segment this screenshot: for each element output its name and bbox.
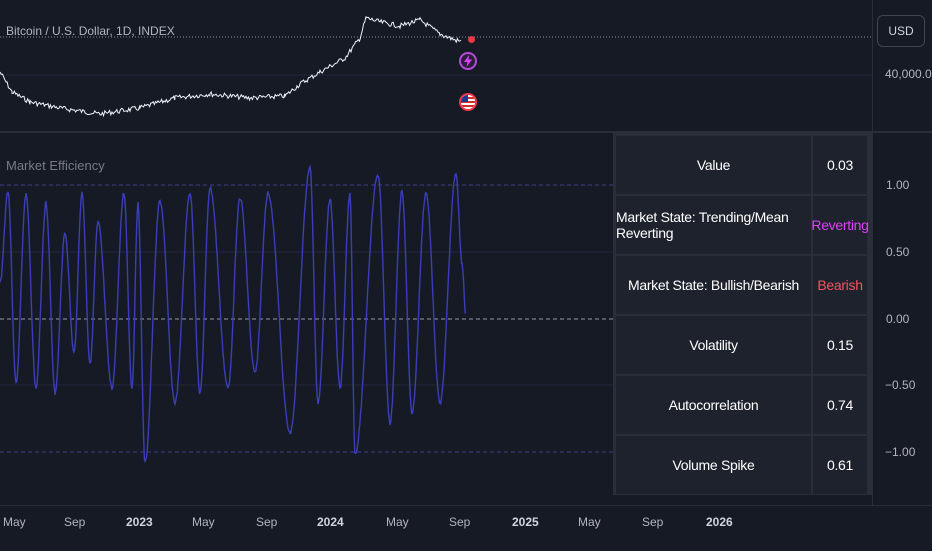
stats-value: 0.61 xyxy=(813,436,867,494)
time-tick: 2023 xyxy=(126,515,153,529)
stats-value: 0.74 xyxy=(813,376,867,434)
stats-label: Volume Spike xyxy=(616,436,811,494)
stats-value: 0.15 xyxy=(813,316,867,374)
stats-label: Value xyxy=(616,136,811,194)
price-series-line xyxy=(0,16,462,118)
time-tick: May xyxy=(192,515,215,529)
lightning-glyph-icon xyxy=(464,55,472,67)
stats-row: Autocorrelation 0.74 xyxy=(615,375,870,435)
currency-button[interactable]: USD xyxy=(877,15,925,47)
time-tick: 2024 xyxy=(317,515,344,529)
event-dot-icon xyxy=(468,36,475,43)
stats-row: Volatility 0.15 xyxy=(615,315,870,375)
stats-row: Value 0.03 xyxy=(615,135,870,195)
stats-label: Market State: Bullish/Bearish xyxy=(616,256,811,314)
stats-row: Market State: Trending/Mean Reverting Rev… xyxy=(615,195,870,255)
axis-tick-neg1: −1.00 xyxy=(885,445,916,459)
price-pane[interactable]: Bitcoin / U.S. Dollar, 1D, INDEX xyxy=(0,0,872,131)
stats-value: Bearish xyxy=(813,256,867,314)
time-tick: May xyxy=(3,515,26,529)
axis-tick-1: 1.00 xyxy=(886,178,910,192)
stats-row: Market State: Bullish/Bearish Bearish xyxy=(615,255,870,315)
time-tick: Sep xyxy=(64,515,86,529)
stats-value: 0.03 xyxy=(813,136,867,194)
time-tick: 2025 xyxy=(512,515,539,529)
axis-tick-050: 0.50 xyxy=(886,245,910,259)
stats-table: Value 0.03 Market State: Trending/Mean Rev… xyxy=(613,133,872,495)
lightning-badge-icon[interactable] xyxy=(459,52,477,70)
time-tick: Sep xyxy=(256,515,278,529)
axis-tick-0: 0.00 xyxy=(886,312,910,326)
axis-tick-neg050: −0.50 xyxy=(885,378,916,392)
pane-separator[interactable] xyxy=(0,131,932,133)
efficiency-series-line xyxy=(0,164,466,464)
time-tick: May xyxy=(578,515,601,529)
stats-label: Autocorrelation xyxy=(616,376,811,434)
time-tick: May xyxy=(386,515,409,529)
time-tick: Sep xyxy=(642,515,664,529)
us-flag-glyph-icon xyxy=(461,95,475,109)
indicator-title: Market Efficiency xyxy=(6,158,105,173)
us-flag-badge-icon[interactable] xyxy=(459,93,477,111)
symbol-title: Bitcoin / U.S. Dollar, 1D, INDEX xyxy=(6,24,175,38)
stats-row: Volume Spike 0.61 xyxy=(615,435,870,495)
price-axis-label: 40,000.00 xyxy=(885,67,932,81)
stats-label: Market State: Trending/Mean Reverting xyxy=(616,196,811,254)
price-axis[interactable]: USD 40,000.00 1.00 0.50 0.00 −0.50 −1.00 xyxy=(872,0,932,505)
price-chart xyxy=(0,16,872,118)
stats-label: Volatility xyxy=(616,316,811,374)
time-tick: Sep xyxy=(449,515,471,529)
time-tick: 2026 xyxy=(706,515,733,529)
time-axis[interactable]: May Sep 2023 May Sep 2024 May Sep 2025 May Sep 2026 xyxy=(0,505,932,551)
stats-value: Reverting xyxy=(811,196,869,254)
